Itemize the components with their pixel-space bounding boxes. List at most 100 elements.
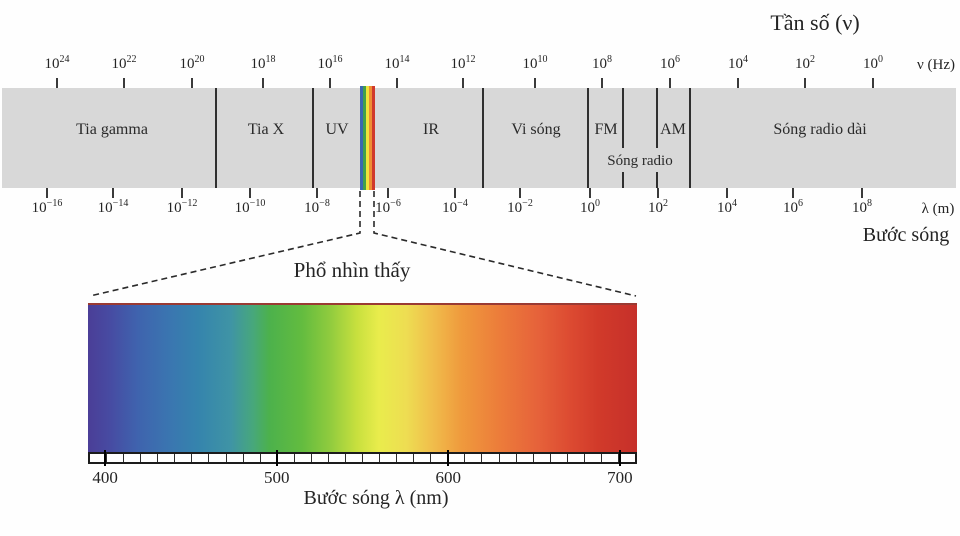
ruler-cell xyxy=(363,454,381,462)
freq-tick-label: 108 xyxy=(592,54,612,73)
band-divider xyxy=(622,88,624,148)
freq-tick-label: 1020 xyxy=(179,54,205,73)
nm-major-tick xyxy=(104,450,107,466)
wavelength-tick xyxy=(589,188,591,198)
nm-tick-label: 700 xyxy=(607,468,633,487)
ruler-cell xyxy=(414,454,432,462)
freq-tick-label: 100 xyxy=(863,54,883,73)
freq-tick-label: 1018 xyxy=(250,54,276,73)
wavelength-tick-label: 10−4 xyxy=(442,198,468,217)
freq-tick xyxy=(396,78,398,88)
wavelength-tick-label: 10−2 xyxy=(507,198,533,217)
ruler-cell xyxy=(329,454,346,462)
band-subregion-label: Sóng radio xyxy=(607,153,673,169)
band-region-label: FM xyxy=(594,121,618,138)
frequency-unit-label: ν (Hz) xyxy=(916,57,956,73)
wavelength-tick-label: 104 xyxy=(717,198,737,217)
band-region-label: IR xyxy=(423,121,439,138)
nm-tick-label: 500 xyxy=(263,468,290,487)
freq-tick xyxy=(56,78,58,88)
wavelength-tick xyxy=(46,188,48,198)
ruler-cell xyxy=(482,454,500,462)
ruler-cell xyxy=(568,454,585,462)
freq-tick-label: 104 xyxy=(728,54,748,73)
wavelength-tick xyxy=(726,188,728,198)
ruler-cell xyxy=(107,454,125,462)
band-region-label: Vi sóng xyxy=(511,121,561,138)
ruler-cell xyxy=(278,454,295,462)
wavelength-tick xyxy=(519,188,521,198)
visible-spectrum-title: Phổ nhìn thấy xyxy=(293,258,411,282)
band-region-label: Tia gamma xyxy=(76,121,148,138)
ruler-cell xyxy=(448,454,466,462)
ruler-cell xyxy=(312,454,329,462)
wavelength-tick-label: 10−10 xyxy=(234,198,266,217)
freq-tick-label: 1014 xyxy=(384,54,410,73)
ruler-cell xyxy=(295,454,312,462)
wavelength-tick xyxy=(454,188,456,198)
wavelength-unit-label: λ (m) xyxy=(921,201,955,217)
ruler-cell xyxy=(431,454,449,462)
band-divider xyxy=(482,88,484,188)
wavelength-tick-label: 102 xyxy=(648,198,668,217)
freq-tick xyxy=(262,78,264,88)
ruler-cell xyxy=(500,454,517,462)
visible-spectrum-gradient xyxy=(88,303,637,454)
ruler-cell xyxy=(397,454,415,462)
freq-tick xyxy=(737,78,739,88)
wavelength-tick xyxy=(181,188,183,198)
ruler-cell xyxy=(227,454,244,462)
wavelength-tick xyxy=(112,188,114,198)
wavelength-tick xyxy=(316,188,318,198)
freq-tick-label: 1016 xyxy=(317,54,343,73)
ruler-cell xyxy=(619,454,635,462)
frequency-title: Tần số (ν) xyxy=(770,10,860,35)
wavelength-tick xyxy=(792,188,794,198)
freq-tick xyxy=(123,78,125,88)
band-divider xyxy=(215,88,217,188)
ruler-cell xyxy=(124,454,142,462)
nm-axis-label: Bước sóng λ (nm) xyxy=(303,487,449,509)
band-divider xyxy=(587,88,589,188)
nm-tick-label: 400 xyxy=(92,468,118,487)
band-divider xyxy=(656,172,658,188)
nm-tick-label: 600 xyxy=(435,468,462,487)
ruler-cell xyxy=(517,454,534,462)
ruler-cell xyxy=(90,454,108,462)
wavelength-tick xyxy=(387,188,389,198)
nm-major-tick xyxy=(618,450,621,466)
band-divider xyxy=(689,88,691,188)
wavelength-tick-label: 10−12 xyxy=(166,198,198,217)
ruler-cell xyxy=(534,454,551,462)
wavelength-tick xyxy=(249,188,251,198)
ruler-cell xyxy=(551,454,568,462)
freq-tick xyxy=(462,78,464,88)
em-band xyxy=(2,88,956,188)
ruler-cell xyxy=(209,454,227,462)
freq-tick xyxy=(669,78,671,88)
ruler-cell xyxy=(465,454,483,462)
freq-tick xyxy=(872,78,874,88)
band-divider xyxy=(312,88,314,188)
ruler-cell xyxy=(175,454,193,462)
freq-tick-label: 1024 xyxy=(44,54,70,73)
band-divider xyxy=(622,172,624,188)
freq-tick-label: 1012 xyxy=(450,54,476,73)
wavelength-tick-label: 10−8 xyxy=(304,198,330,217)
freq-tick-label: 106 xyxy=(660,54,680,73)
freq-tick xyxy=(804,78,806,88)
wavelength-tick-label: 100 xyxy=(580,198,600,217)
freq-tick xyxy=(191,78,193,88)
wavelength-axis-name: Bước sóng xyxy=(862,224,950,246)
freq-tick xyxy=(601,78,603,88)
ruler-cell xyxy=(244,454,261,462)
ruler-cell xyxy=(380,454,398,462)
visible-light-strip xyxy=(360,86,375,190)
band-divider xyxy=(656,88,658,148)
ruler-cell xyxy=(602,454,619,462)
ruler-cell xyxy=(141,454,159,462)
band-region-label: Tia X xyxy=(247,121,285,138)
ruler-cell xyxy=(585,454,602,462)
ruler-cell xyxy=(346,454,363,462)
